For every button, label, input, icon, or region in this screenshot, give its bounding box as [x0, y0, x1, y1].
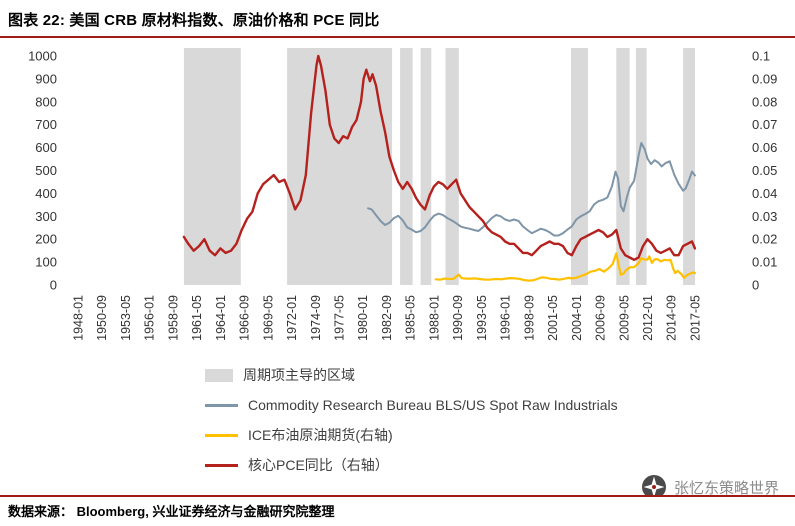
cycle-band [287, 48, 393, 285]
cycle-band [571, 48, 588, 285]
left-axis-tick: 500 [35, 163, 57, 178]
series-line-2 [434, 252, 697, 282]
left-axis-tick: 1000 [28, 49, 57, 64]
x-axis-tick: 2012-01 [641, 295, 655, 341]
x-axis-tick: 1972-01 [285, 295, 299, 341]
watermark-text: 张忆东策略世界 [673, 479, 779, 497]
right-axis-tick: 0.09 [752, 71, 777, 86]
x-axis-tick: 2004-01 [570, 295, 584, 341]
series-line-3 [182, 54, 697, 262]
brent-line-swatch [205, 433, 238, 437]
x-axis-tick: 1948-01 [72, 295, 86, 341]
legend-label-crb: Commodity Research Bureau BLS/US Spot Ra… [248, 397, 618, 413]
right-axis-tick: 0.03 [752, 209, 777, 224]
x-axis-tick: 1988-01 [427, 295, 441, 341]
right-axis-tick: 0.02 [752, 232, 777, 247]
series-line-1 [367, 142, 696, 237]
watermark: 张忆东策略世界 [641, 474, 779, 500]
cycle-band [420, 48, 432, 285]
left-axis-tick: 800 [35, 94, 57, 109]
right-axis-tick: 0.06 [752, 140, 777, 155]
right-axis-tick: 0.04 [752, 186, 777, 201]
x-axis-tick: 1950-09 [95, 295, 109, 341]
footer: 数据来源： Bloomberg, 兴业证券经济与金融研究院整理 [0, 495, 795, 526]
right-axis-tick: 0.05 [752, 163, 777, 178]
x-axis-tick: 1993-05 [475, 295, 489, 341]
x-axis-tick: 1982-09 [380, 295, 394, 341]
x-axis-tick: 1956-01 [143, 295, 157, 341]
right-axis-tick: 0 [752, 278, 759, 293]
x-axis-tick: 1969-05 [261, 295, 275, 341]
compass-logo-icon [641, 475, 666, 499]
x-axis-tick: 1953-05 [119, 295, 133, 341]
cycle-band [183, 48, 241, 285]
legend-item-brent: ICE布油原油期货(右轴) [205, 420, 795, 450]
right-axis-tick: 0.07 [752, 117, 777, 132]
chart-header: 图表 22: 美国 CRB 原材料指数、原油价格和 PCE 同比 [0, 0, 795, 36]
x-axis-tick: 1966-09 [238, 295, 252, 341]
x-axis-tick: 1958-09 [166, 295, 180, 341]
left-axis-tick: 400 [35, 186, 57, 201]
x-axis-tick: 2009-05 [617, 295, 631, 341]
x-axis-tick: 1974-09 [309, 295, 323, 341]
legend-item-cycle-band: 周期项主导的区域 [205, 360, 795, 390]
cycle-band [400, 48, 413, 285]
right-axis-tick: 0.1 [752, 49, 770, 64]
x-axis-tick: 2017-05 [688, 295, 702, 341]
left-axis-tick: 200 [35, 232, 57, 247]
x-axis-tick: 1977-05 [333, 295, 347, 341]
right-axis-tick: 0.01 [752, 255, 777, 270]
title-divider [0, 36, 795, 38]
x-axis-tick: 2006-09 [594, 295, 608, 341]
left-axis-tick: 600 [35, 140, 57, 155]
left-axis-tick: 900 [35, 71, 57, 86]
right-axis-tick: 0.08 [752, 94, 777, 109]
pce-line-swatch [205, 463, 238, 467]
x-axis-tick: 1996-01 [499, 295, 513, 341]
legend-label-pce: 核心PCE同比（右轴） [248, 457, 389, 473]
left-axis-tick: 300 [35, 209, 57, 224]
cycle-band [445, 48, 459, 285]
source-note: 数据来源： Bloomberg, 兴业证券经济与金融研究院整理 [8, 504, 335, 519]
x-axis-tick: 1985-05 [404, 295, 418, 341]
legend-label-cycle-band: 周期项主导的区域 [243, 367, 355, 383]
x-axis-tick: 1980-01 [356, 295, 370, 341]
cycle-band [635, 48, 647, 285]
legend: 周期项主导的区域 Commodity Research Bureau BLS/U… [205, 360, 795, 480]
left-axis-tick: 0 [50, 278, 57, 293]
x-axis-tick: 2001-05 [546, 295, 560, 341]
x-axis-tick: 2014-09 [665, 295, 679, 341]
left-axis-tick: 100 [35, 255, 57, 270]
crb-oil-pce-chart: 0 100 200 300 400 500 600 700 800 900 1000 0 0.01 0.0… [28, 48, 777, 341]
legend-item-crb: Commodity Research Bureau BLS/US Spot Ra… [205, 390, 795, 420]
legend-item-pce: 核心PCE同比（右轴） [205, 450, 795, 480]
crb-line-swatch [205, 403, 238, 407]
legend-label-brent: ICE布油原油期货(右轴) [248, 427, 393, 443]
page-title: 图表 22: 美国 CRB 原材料指数、原油价格和 PCE 同比 [8, 12, 380, 29]
cycle-band-swatch [205, 368, 233, 382]
x-axis-tick: 1990-09 [451, 295, 465, 341]
footer-divider [0, 495, 795, 497]
cycle-band [616, 48, 630, 285]
x-axis-tick: 1961-05 [190, 295, 204, 341]
x-axis-tick: 1998-09 [522, 295, 536, 341]
x-axis-tick: 1964-01 [214, 295, 228, 341]
cycle-band [683, 48, 695, 285]
left-axis-tick: 700 [35, 117, 57, 132]
